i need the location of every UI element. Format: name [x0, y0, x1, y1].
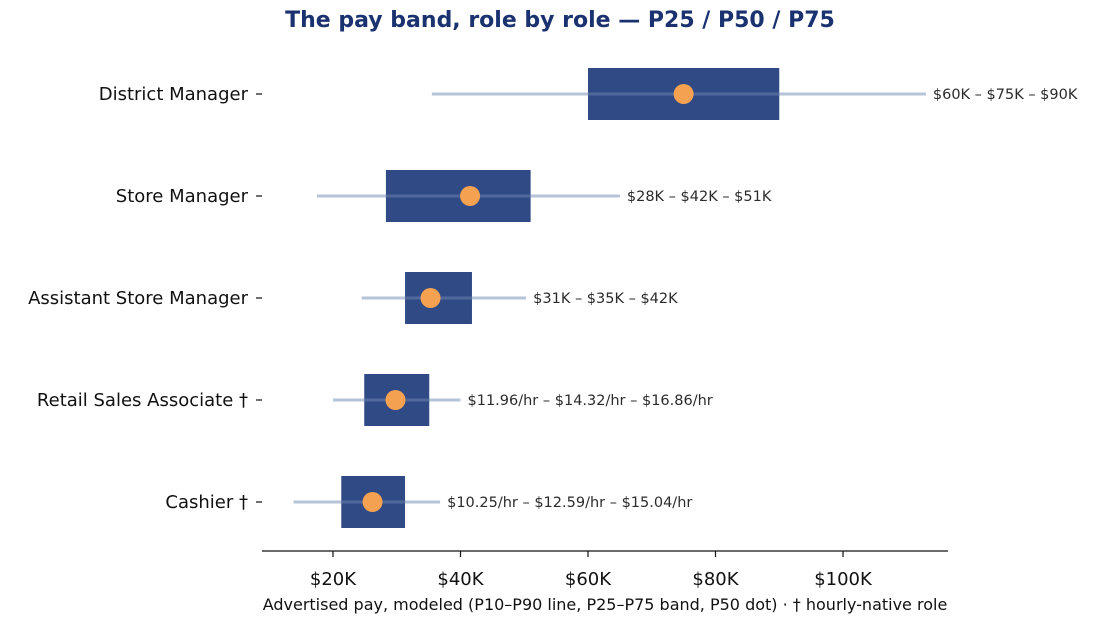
x-tick-label: $80K — [692, 569, 739, 590]
p50-dot — [362, 492, 383, 512]
p50-dot — [673, 84, 694, 104]
x-tick-label: $20K — [310, 569, 357, 590]
value-label: $11.96/hr – $14.32/hr – $16.86/hr — [468, 393, 713, 409]
p50-dot — [420, 288, 441, 308]
x-tick-label: $100K — [814, 569, 873, 590]
value-label: $60K – $75K – $90K — [933, 87, 1078, 103]
p25-p75-band — [385, 170, 531, 222]
x-tick-label: $40K — [437, 569, 484, 590]
p50-dot — [460, 186, 481, 206]
category-label: Cashier † — [165, 492, 248, 513]
category-label: District Manager — [99, 84, 249, 105]
value-label: $31K – $35K – $42K — [533, 291, 678, 307]
category-label: Retail Sales Associate † — [37, 390, 248, 411]
value-label: $28K – $42K – $51K — [627, 189, 772, 205]
x-tick-label: $60K — [565, 569, 612, 590]
value-label: $10.25/hr – $12.59/hr – $15.04/hr — [447, 495, 692, 511]
x-axis-label: Advertised pay, modeled (P10–P90 line, P… — [263, 595, 948, 614]
p50-dot — [385, 390, 406, 410]
chart-title: The pay band, role by role — P25 / P50 /… — [285, 8, 835, 33]
category-label: Store Manager — [116, 186, 249, 207]
category-label: Assistant Store Manager — [28, 288, 249, 309]
